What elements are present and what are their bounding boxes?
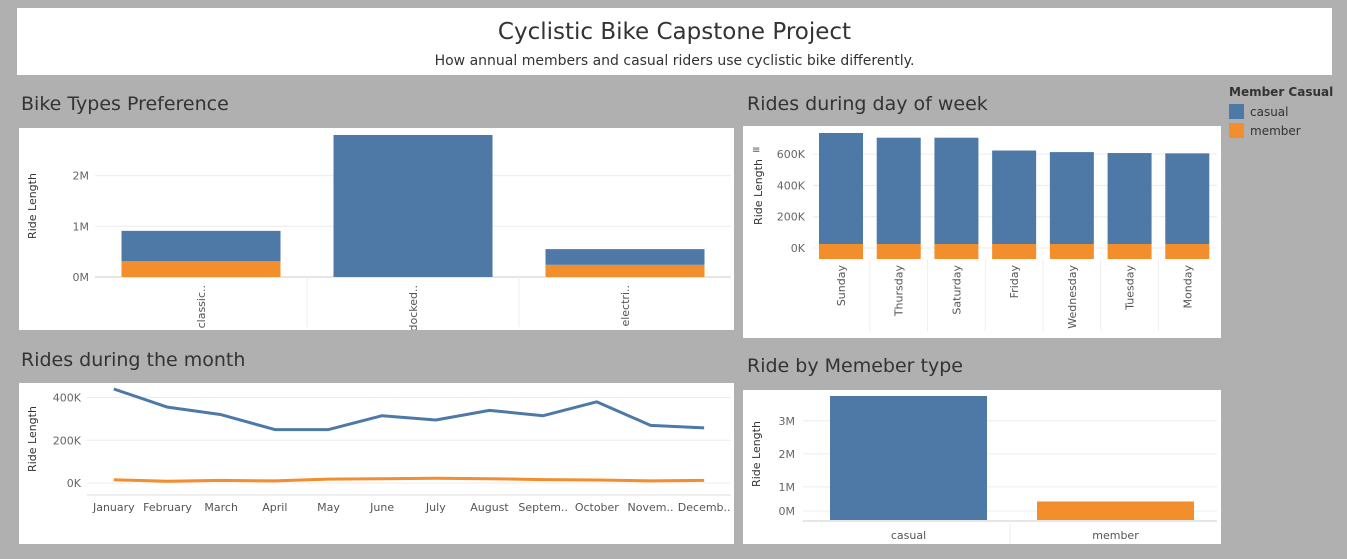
y-axis-title: Ride Length: [26, 173, 39, 239]
bar-casual-thursday: [876, 137, 921, 244]
y-axis-title: Ride Length: [752, 159, 765, 225]
x-tick-label: classic..: [195, 285, 208, 328]
x-tick-label: Monday: [1181, 265, 1194, 309]
dashboard-title: Cyclistic Bike Capstone Project: [497, 19, 852, 45]
x-tick-label: casual: [891, 529, 926, 542]
legend: Member Casual casual member: [1229, 85, 1333, 142]
bar-member: [1037, 501, 1194, 520]
bar-member-classic: [121, 261, 281, 277]
legend-label-casual: casual: [1250, 104, 1289, 119]
x-tick-label: August: [470, 501, 509, 514]
y-tick-label: 0M: [779, 505, 796, 518]
legend-label-member: member: [1250, 123, 1301, 138]
bar-casual-monday: [1165, 153, 1210, 244]
x-tick-label: October: [575, 501, 619, 514]
y-tick-label: 600K: [777, 148, 806, 161]
bar-casual-saturday: [934, 137, 979, 244]
y-tick-label: 0M: [73, 271, 90, 284]
member-type-title: Ride by Memeber type: [747, 355, 963, 377]
bar-member-thursday: [876, 244, 921, 259]
member-type-chart[interactable]: 0M 1M 2M 3M Ride Length casual member: [743, 390, 1221, 544]
member-swatch: [1229, 123, 1244, 138]
member-type-panel: 0M 1M 2M 3M Ride Length casual member: [743, 390, 1221, 544]
month-panel: 0K 200K 400K Ride Length January February Marc…: [19, 383, 734, 544]
y-tick-label: 400K: [53, 392, 82, 405]
x-tick-label: Thursday: [893, 265, 906, 318]
bike-types-title: Bike Types Preference: [21, 93, 229, 115]
bar-member-wednesday: [1049, 244, 1094, 259]
day-of-week-panel: 0K 200K 400K 600K Ride Length ≡ Sunday Thursday…: [743, 126, 1221, 338]
bar-casual-tuesday: [1107, 153, 1152, 244]
x-tick-label: April: [262, 501, 287, 514]
x-tick-label: Friday: [1008, 265, 1021, 299]
bar-member-saturday: [934, 244, 979, 259]
day-of-week-chart[interactable]: 0K 200K 400K 600K Ride Length ≡ Sunday Thursday…: [743, 126, 1221, 338]
x-tick-label: July: [425, 501, 446, 514]
y-tick-label: 2M: [73, 170, 90, 183]
bar-casual-wednesday: [1049, 152, 1094, 244]
dashboard-header: Cyclistic Bike Capstone Project How annu…: [17, 8, 1332, 75]
bike-types-panel: 0M 1M 2M Ride Length classic.. docked.. electr…: [19, 128, 734, 331]
y-tick-label: 2M: [779, 448, 796, 461]
bar-member-tuesday: [1107, 244, 1152, 259]
y-axis-title: Ride Length: [26, 406, 39, 472]
bike-types-chart[interactable]: 0M 1M 2M Ride Length classic.. docked.. electr…: [19, 128, 734, 331]
casual-swatch: [1229, 104, 1244, 119]
sort-icon: ≡: [752, 145, 760, 156]
legend-item-casual[interactable]: casual: [1229, 104, 1333, 119]
y-tick-label: 200K: [777, 211, 806, 224]
line-casual: [113, 387, 705, 432]
x-tick-label: May: [317, 501, 340, 514]
x-tick-label: Septem..: [518, 501, 568, 514]
bar-member-sunday: [819, 244, 863, 259]
day-of-week-title: Rides during day of week: [747, 93, 988, 115]
y-tick-label: 400K: [777, 179, 806, 192]
month-title: Rides during the month: [21, 349, 246, 371]
bar-casual: [830, 396, 987, 520]
line-member: [113, 476, 705, 483]
bar-casual-docked: [333, 135, 493, 277]
y-axis-title: Ride Length: [750, 421, 763, 487]
x-tick-label: June: [369, 501, 394, 514]
y-tick-label: 1M: [779, 481, 796, 494]
x-tick-label: January: [92, 501, 135, 514]
bar-casual-sunday: [819, 133, 863, 244]
bar-casual-classic: [121, 230, 281, 262]
y-tick-label: 3M: [779, 415, 796, 428]
x-tick-label: electri..: [619, 285, 632, 327]
dashboard-subtitle: How annual members and casual riders use…: [434, 53, 915, 69]
legend-item-member[interactable]: member: [1229, 123, 1333, 138]
x-tick-label: March: [204, 501, 238, 514]
month-chart[interactable]: 0K 200K 400K Ride Length January February Marc…: [19, 383, 734, 544]
bar-casual-electri: [545, 249, 705, 265]
legend-title: Member Casual: [1229, 85, 1334, 99]
x-tick-label: Sunday: [835, 265, 848, 307]
y-tick-label: 1M: [73, 220, 90, 233]
bar-member-electri: [545, 264, 705, 277]
y-tick-label: 0K: [67, 477, 82, 490]
x-tick-label: Tuesday: [1124, 265, 1137, 311]
x-tick-label: February: [143, 501, 192, 514]
bar-member-monday: [1165, 244, 1210, 259]
x-tick-label: Decemb..: [678, 501, 731, 514]
y-tick-label: 0K: [791, 242, 806, 255]
x-tick-label: Saturday: [950, 265, 963, 315]
bar-casual-friday: [992, 150, 1037, 244]
x-tick-label: Novem..: [628, 501, 674, 514]
x-tick-label: member: [1092, 529, 1139, 542]
bar-member-friday: [992, 244, 1037, 259]
x-tick-label: Wednesday: [1066, 265, 1079, 329]
y-tick-label: 200K: [53, 434, 82, 447]
x-tick-label: docked..: [407, 285, 420, 330]
